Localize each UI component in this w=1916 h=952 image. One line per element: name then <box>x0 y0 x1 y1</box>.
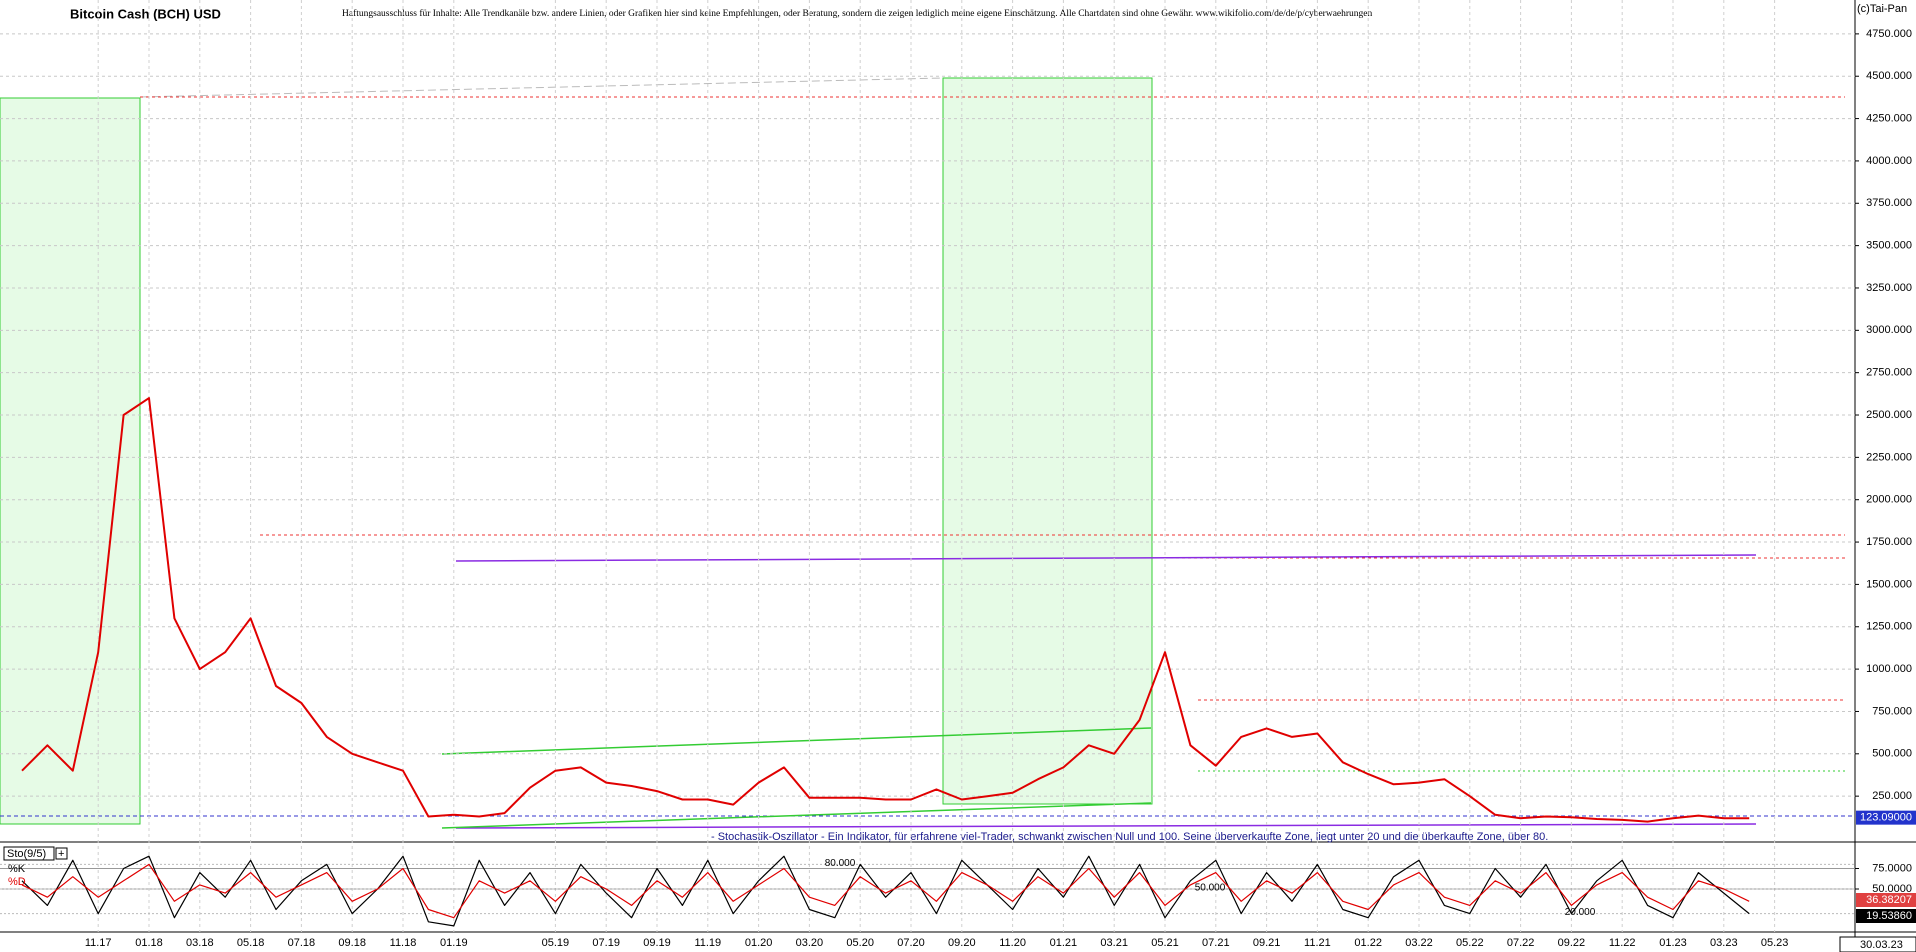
y-tick-label: 4000.000 <box>1866 155 1912 167</box>
y-tick-label: 3750.000 <box>1866 197 1912 209</box>
x-tick-label: 09.21 <box>1253 937 1281 949</box>
y-tick-label: 4750.000 <box>1866 28 1912 40</box>
indicator-title: Sto(9/5) <box>7 848 46 860</box>
x-tick-label: 07.19 <box>592 937 620 949</box>
x-tick-label: 01.18 <box>135 937 163 949</box>
level-label: 80.000 <box>825 858 856 869</box>
x-tick-label: 01.23 <box>1659 937 1687 949</box>
x-tick-label: 11.17 <box>85 937 112 949</box>
trend-line <box>455 554 1757 562</box>
x-tick-label: 11.19 <box>694 937 721 949</box>
y-tick-label: 2250.000 <box>1866 451 1912 463</box>
x-tick-label: 07.22 <box>1507 937 1535 949</box>
y-tick-label: 1500.000 <box>1866 578 1912 590</box>
trend-line <box>139 77 944 98</box>
x-tick-label: 01.22 <box>1354 937 1382 949</box>
legend-entry: %K <box>8 863 26 875</box>
x-tick-label: 05.21 <box>1151 937 1179 949</box>
price-line <box>21 863 1750 919</box>
x-tick-label: 03.21 <box>1100 937 1128 949</box>
last-value-label: 19.53860 <box>1866 910 1912 922</box>
last-price-label: 123.09000 <box>1860 812 1912 824</box>
y-tick-label: 2500.000 <box>1866 409 1912 421</box>
x-tick-label: 01.19 <box>440 937 468 949</box>
y-tick-label: 1750.000 <box>1866 536 1912 548</box>
x-tick-label: 03.23 <box>1710 937 1738 949</box>
x-tick-label: 09.19 <box>643 937 671 949</box>
last-value-box <box>1856 893 1916 907</box>
x-tick-label: 09.20 <box>948 937 976 949</box>
x-tick-label: 11.22 <box>1609 937 1636 949</box>
last-value-box <box>1856 909 1916 923</box>
y-tick-label: 4500.000 <box>1866 70 1912 82</box>
y-tick-label: 75.0000 <box>1872 862 1912 874</box>
level-label: 50.000 <box>1195 883 1226 894</box>
y-tick-label: 250.000 <box>1872 790 1912 802</box>
x-tick-label: 11.18 <box>390 937 417 949</box>
y-tick-label: 2750.000 <box>1866 367 1912 379</box>
level-label: 20.000 <box>1565 907 1596 918</box>
indicator-description: - Stochastik-Oszillator - Ein Indikator,… <box>711 831 1548 843</box>
x-tick-label: 09.18 <box>338 937 366 949</box>
x-tick-label: 07.20 <box>897 937 925 949</box>
y-tick-label: 3250.000 <box>1866 282 1912 294</box>
indicator-label-box <box>3 846 55 861</box>
y-tick-label: 750.000 <box>1872 705 1912 717</box>
trend-line <box>455 823 1757 829</box>
add-button-icon[interactable]: + <box>58 848 64 860</box>
y-tick-label: 1000.000 <box>1866 663 1912 675</box>
last-date: 30.03.23 <box>1860 939 1903 951</box>
last-price-box <box>1856 810 1916 825</box>
x-tick-label: 05.22 <box>1456 937 1484 949</box>
x-tick-label: 05.20 <box>846 937 874 949</box>
y-tick-label: 3000.000 <box>1866 324 1912 336</box>
x-tick-label: 03.22 <box>1405 937 1433 949</box>
y-tick-label: 1250.000 <box>1866 621 1912 633</box>
x-tick-label: 01.21 <box>1050 937 1078 949</box>
y-tick-label: 500.000 <box>1872 748 1912 760</box>
x-tick-label: 01.20 <box>745 937 773 949</box>
price-line <box>21 855 1750 927</box>
trend-line <box>441 802 1152 829</box>
x-tick-label: 05.19 <box>542 937 570 949</box>
add-button[interactable] <box>55 847 68 860</box>
x-tick-label: 07.21 <box>1202 937 1230 949</box>
last-value-label: 36.38207 <box>1866 894 1912 906</box>
x-tick-label: 09.22 <box>1558 937 1586 949</box>
highlight-box <box>942 77 1153 805</box>
y-tick-label: 2000.000 <box>1866 494 1912 506</box>
highlight-box <box>0 97 141 825</box>
disclaimer: Haftungsausschluss für Inhalte: Alle Tre… <box>342 8 1373 19</box>
x-tick-label: 07.18 <box>288 937 316 949</box>
y-tick-label: 3500.000 <box>1866 240 1912 252</box>
x-tick-label: 05.18 <box>237 937 265 949</box>
chart-title: Bitcoin Cash (BCH) USD <box>70 6 221 21</box>
legend-entry: %D <box>8 876 26 888</box>
x-tick-label: 03.20 <box>796 937 824 949</box>
price-line <box>21 397 1750 823</box>
y-tick-label: 4250.000 <box>1866 112 1912 124</box>
x-tick-label: 11.20 <box>999 937 1026 949</box>
date-box <box>1839 936 1916 952</box>
trend-line <box>441 727 1152 755</box>
source: (c)Tai-Pan <box>1857 3 1907 15</box>
y-tick-label: 50.0000 <box>1872 883 1912 895</box>
x-tick-label: 03.18 <box>186 937 214 949</box>
x-tick-label: 11.21 <box>1304 937 1331 949</box>
x-tick-label: 05.23 <box>1761 937 1789 949</box>
